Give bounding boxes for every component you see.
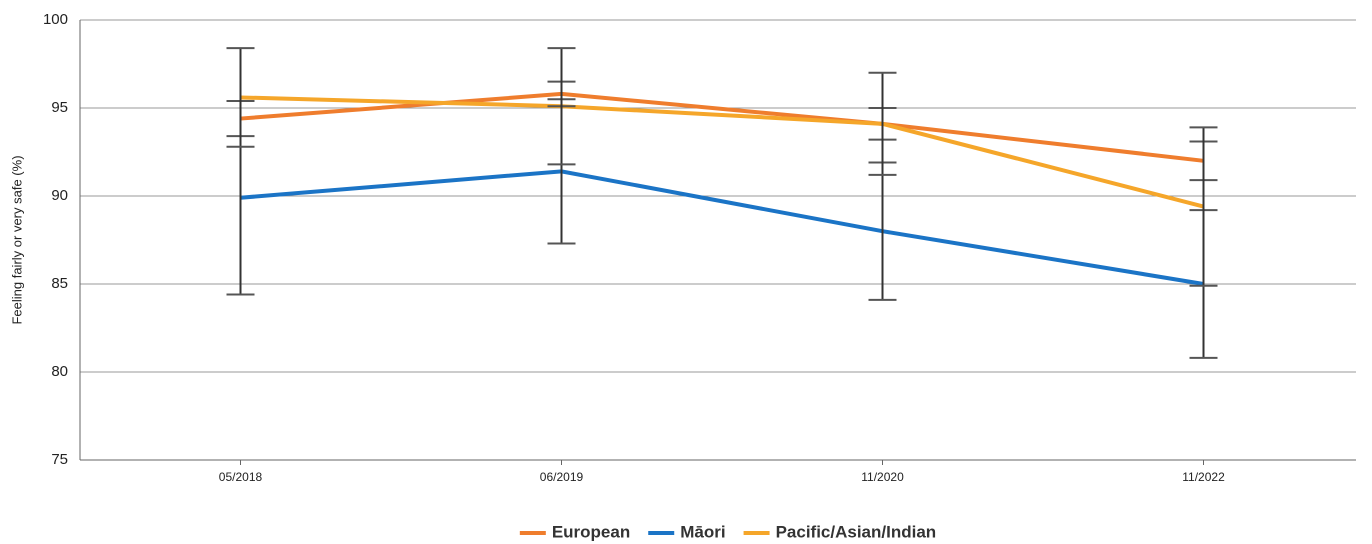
error-bar — [868, 71, 897, 176]
x-tick-label: 06/2019 — [540, 470, 584, 484]
legend-label: Māori — [680, 522, 725, 541]
x-tick-label: 11/2020 — [861, 470, 904, 484]
y-tick-label: 75 — [51, 451, 68, 468]
y-tick-label: 80 — [51, 363, 68, 380]
y-tick-label: 90 — [51, 187, 68, 204]
error-bar — [1189, 126, 1218, 287]
y-tick-label: 85 — [51, 275, 68, 292]
error-bar — [547, 47, 576, 166]
legend-label: European — [552, 522, 630, 541]
x-tick-label: 11/2022 — [1182, 470, 1225, 484]
y-axis-label: Feeling fairly or very safe (%) — [9, 155, 24, 324]
series-line — [240, 91, 1204, 163]
legend-label: Pacific/Asian/Indian — [776, 522, 937, 541]
series-line — [240, 95, 1204, 209]
x-tick-label: 05/2018 — [219, 470, 263, 484]
legend: European Māori Pacific/Asian/Indian — [519, 522, 937, 541]
series-line — [240, 169, 1204, 286]
y-tick-label: 95 — [51, 99, 68, 116]
y-tick-label: 100 — [43, 11, 68, 28]
error-bar — [226, 47, 255, 148]
